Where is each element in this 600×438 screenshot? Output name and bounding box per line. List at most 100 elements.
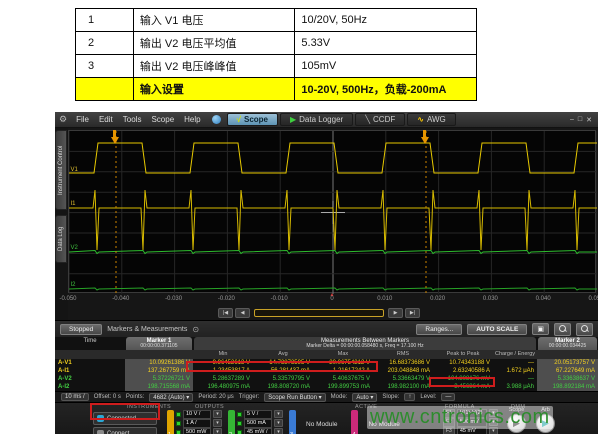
mode-select[interactable]: Auto ▾: [352, 392, 378, 402]
tab-scope[interactable]: √ Scope: [226, 113, 278, 126]
channel-zero-label-v1: V1: [71, 167, 79, 173]
formula-value[interactable]: 500 mV: [456, 417, 487, 427]
output-value[interactable]: 500 mA: [244, 418, 272, 428]
output-enabled-led[interactable]: [237, 429, 242, 434]
formula-value[interactable]: 45 mV: [456, 426, 487, 434]
output-value[interactable]: 1 A /: [183, 418, 211, 428]
output-value[interactable]: 10 V /: [183, 409, 211, 419]
output-module[interactable]: 1 10 V / ▾ 1 A / ▾ 500 mW ▾: [167, 409, 222, 434]
stepper-button[interactable]: ▾: [488, 427, 498, 434]
settings-gear-icon[interactable]: ⚙: [59, 114, 68, 124]
play-icon[interactable]: ▶: [536, 414, 555, 433]
ranges-button[interactable]: Ranges...: [416, 323, 463, 335]
output-module[interactable]: 4 No Module: [351, 410, 407, 434]
measurement-column-header: Min: [218, 351, 228, 357]
connect-button[interactable]: Connect: [93, 427, 157, 434]
output-setting-row: 10 V / ▾: [176, 409, 222, 419]
marker1-arrow[interactable]: [111, 137, 119, 144]
charge-energy-value: 3.988 μAh: [506, 384, 534, 390]
info-icon[interactable]: [211, 115, 221, 124]
scroll-left-button[interactable]: ◀: [235, 308, 250, 318]
row-number: 1: [75, 8, 134, 32]
side-tab-instrument-control[interactable]: Instrument Control: [55, 130, 67, 210]
stepper-button[interactable]: ▾: [488, 409, 498, 417]
zoom-in-icon[interactable]: [554, 322, 571, 336]
module-color-tab: 4: [351, 410, 359, 434]
stepper-button[interactable]: ▾: [213, 410, 222, 418]
output-value[interactable]: 5 V /: [244, 409, 272, 419]
formula-value[interactable]: V(1)-V(2): [456, 408, 487, 418]
x-axis-tick: 0.040: [535, 296, 551, 302]
menu-file[interactable]: File: [76, 115, 89, 124]
snapshot-icon[interactable]: ▣: [532, 323, 549, 335]
stopped-button[interactable]: Stopped: [60, 323, 103, 335]
menu-scope[interactable]: Scope: [151, 115, 175, 124]
measurement-column-header: Avg: [278, 351, 288, 357]
waveform-plot[interactable]: V1 I1 V2 I2: [68, 130, 597, 294]
measurement-row: A-I2 198.715568 mA 196.480975 mA 198.808…: [55, 383, 598, 391]
stepper-button[interactable]: ▾: [488, 418, 498, 426]
output-enabled-led[interactable]: [176, 411, 181, 417]
side-tab-data-log[interactable]: Data Log: [55, 215, 67, 263]
collapse-circle-icon[interactable]: ⊙: [192, 324, 200, 334]
trigger-select[interactable]: Scope Run Button ▾: [264, 392, 326, 402]
minimize-button[interactable]: –: [569, 115, 574, 123]
menu-edit[interactable]: Edit: [98, 115, 113, 124]
stepper-button[interactable]: ▾: [213, 428, 222, 434]
trigger-position-icon[interactable]: ▲: [329, 292, 335, 298]
scroll-end-button[interactable]: ▶|: [405, 308, 420, 318]
measurement-row: A-V2 5.37226721 V 5.28637289 V 5.3357979…: [55, 375, 598, 383]
marker2-header[interactable]: Marker 2 00:00:00.034425: [538, 337, 597, 350]
watermark: www.cntronics.com: [367, 406, 553, 429]
auto-scale-button[interactable]: AUTO SCALE: [467, 323, 528, 335]
slope-select[interactable]: ↑: [404, 393, 416, 401]
maximize-button[interactable]: □: [577, 115, 583, 123]
tab-awg[interactable]: ∿ AWG: [407, 113, 456, 126]
formula-name[interactable]: F1: [443, 408, 455, 418]
marker2-arrow[interactable]: [421, 137, 429, 144]
stepper-button[interactable]: ▾: [274, 428, 283, 434]
menu-tools[interactable]: Tools: [122, 115, 142, 124]
scroll-range-bar[interactable]: [254, 309, 384, 317]
output-enabled-led[interactable]: [237, 411, 242, 417]
output-enabled-led[interactable]: [176, 420, 181, 426]
channel-label: A-V2: [58, 376, 72, 382]
close-button[interactable]: ✕: [586, 116, 592, 124]
output-enabled-led[interactable]: [176, 429, 181, 434]
outputs-header: OUTPUTS: [195, 404, 225, 410]
timebase-select[interactable]: 10 ms /: [61, 393, 89, 401]
formula-name[interactable]: F3: [443, 426, 455, 434]
points-select[interactable]: 4682 (Auto) ▾: [149, 392, 194, 402]
tab-ccdf[interactable]: ╲ CCDF: [355, 113, 406, 126]
level-select[interactable]: —: [441, 393, 456, 401]
scroll-right-button[interactable]: ▶: [388, 308, 403, 318]
output-value[interactable]: 500 mW: [183, 427, 211, 434]
stepper-button[interactable]: ▾: [274, 419, 283, 427]
output-module[interactable]: 2 5 V / ▾ 500 mA ▾ 45 mW / ▾: [228, 409, 283, 434]
scroll-start-button[interactable]: |◀: [218, 308, 233, 318]
dmm-button-label: Arb: [541, 407, 550, 413]
stepper-button[interactable]: ▾: [274, 410, 283, 418]
stepper-button[interactable]: ▾: [213, 419, 222, 427]
tab-data-logger[interactable]: ▶ Data Logger: [280, 113, 354, 126]
output-module[interactable]: 3 No Module: [289, 410, 345, 434]
zoom-out-icon[interactable]: [576, 322, 593, 336]
charge-energy-value: —: [528, 360, 534, 366]
channel-label: A-I2: [58, 384, 70, 390]
formula-name[interactable]: F2: [443, 417, 455, 427]
marker2-value: 5.33638637 V: [537, 375, 598, 383]
min-value: 196.480975 mA: [207, 384, 250, 390]
mode-label: Mode:: [330, 394, 348, 400]
play-icon[interactable]: ▶: [507, 414, 526, 433]
marker1-header[interactable]: Marker 1 00:00:00.371105: [126, 337, 192, 350]
menu-help[interactable]: Help: [184, 115, 201, 124]
channel-zero-label-i1: I1: [71, 201, 77, 207]
status-bar: 10 ms / Offset: 0 s Points: 4682 (Auto) …: [55, 391, 598, 402]
x-axis-tick: 0.050: [588, 296, 598, 302]
output-value[interactable]: 45 mW /: [244, 427, 272, 434]
side-tab-strip: Instrument Control Data Log: [55, 128, 68, 320]
device-icon: [97, 430, 104, 434]
horizontal-scrollbar[interactable]: |◀ ◀ ▶ ▶|: [68, 307, 596, 319]
output-enabled-led[interactable]: [237, 420, 242, 426]
markers-measurements-label: Markers & Measurements: [107, 325, 188, 333]
